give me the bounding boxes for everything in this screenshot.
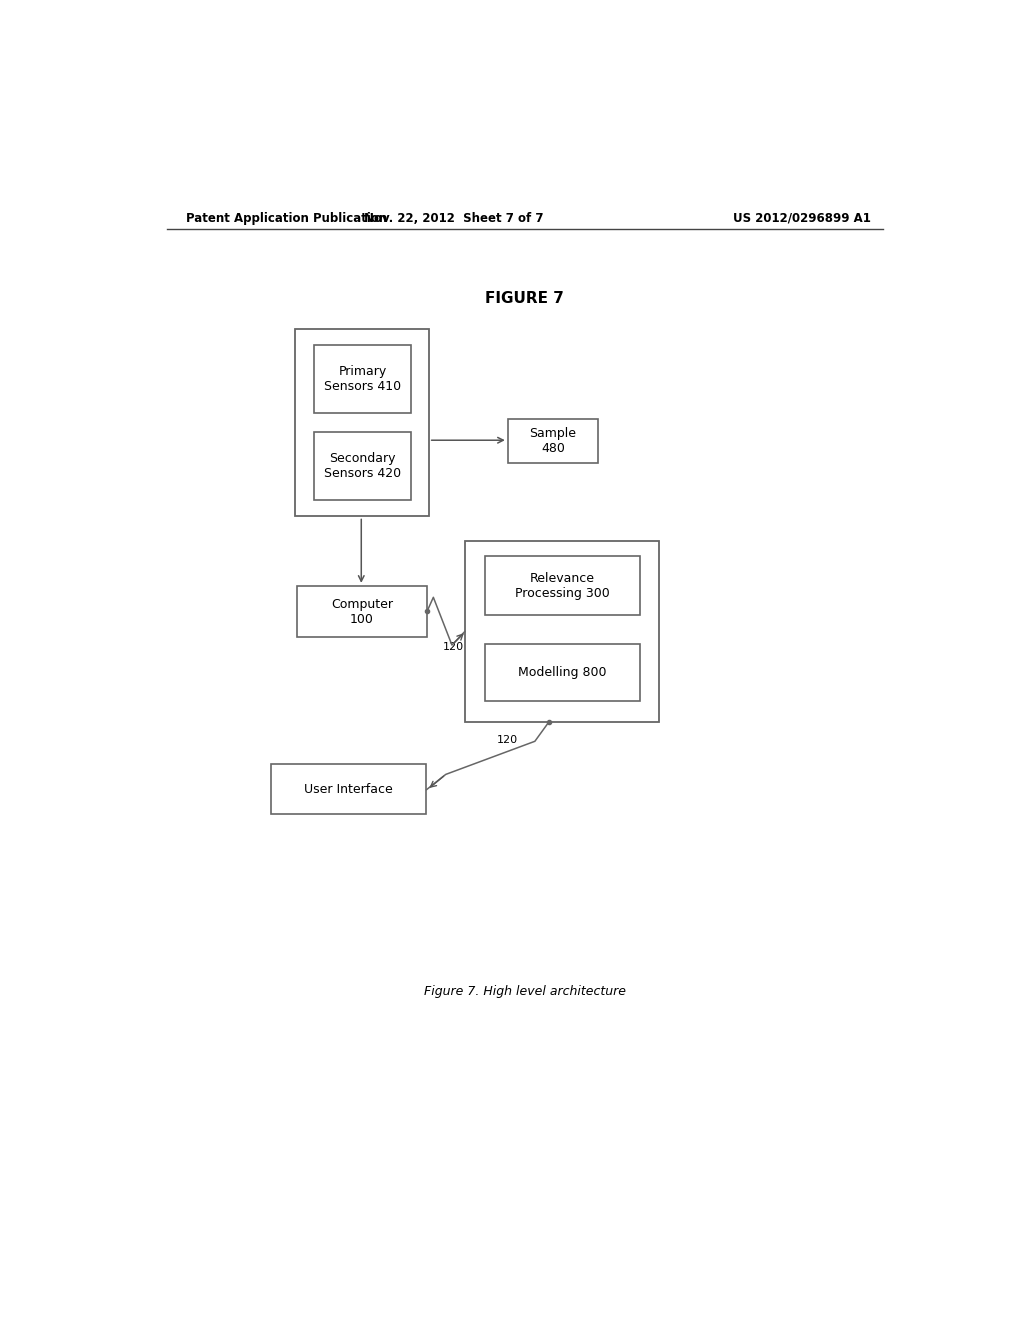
- Text: 120: 120: [498, 735, 518, 744]
- Text: User Interface: User Interface: [304, 783, 393, 796]
- Bar: [314, 345, 411, 412]
- Text: Figure 7. High level architecture: Figure 7. High level architecture: [424, 985, 626, 998]
- Bar: [295, 330, 429, 516]
- Bar: [484, 644, 640, 701]
- Text: Patent Application Publication: Patent Application Publication: [186, 213, 387, 224]
- Bar: [508, 418, 598, 462]
- Bar: [271, 764, 426, 814]
- Bar: [465, 541, 658, 722]
- Bar: [314, 432, 411, 499]
- Text: Sample
480: Sample 480: [529, 426, 577, 454]
- Text: Secondary
Sensors 420: Secondary Sensors 420: [324, 451, 401, 479]
- Text: Nov. 22, 2012  Sheet 7 of 7: Nov. 22, 2012 Sheet 7 of 7: [364, 213, 544, 224]
- Text: FIGURE 7: FIGURE 7: [485, 290, 564, 306]
- Text: 120: 120: [443, 643, 464, 652]
- Text: Computer
100: Computer 100: [331, 598, 393, 626]
- Bar: [484, 557, 640, 615]
- Text: Modelling 800: Modelling 800: [518, 665, 606, 678]
- Text: US 2012/0296899 A1: US 2012/0296899 A1: [733, 213, 871, 224]
- Bar: [297, 586, 427, 638]
- Text: Primary
Sensors 410: Primary Sensors 410: [324, 364, 401, 392]
- Text: Relevance
Processing 300: Relevance Processing 300: [515, 572, 609, 599]
